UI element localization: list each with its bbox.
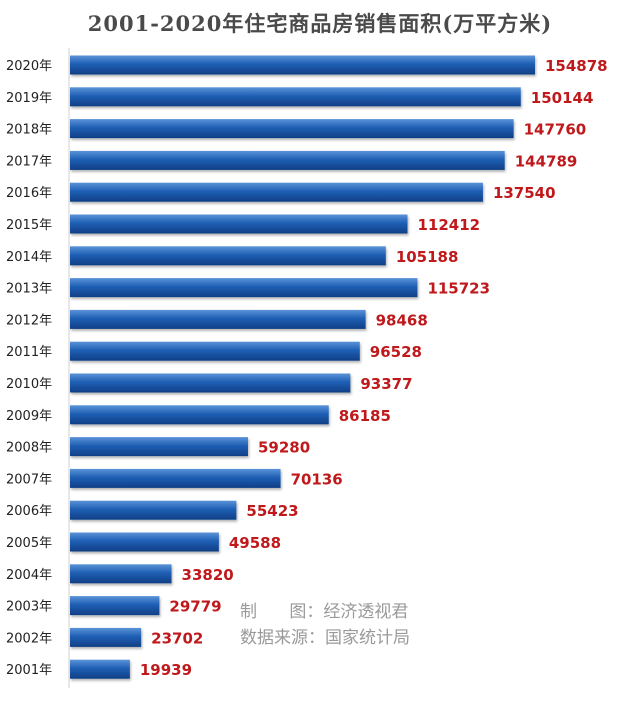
category-label: 2015年 bbox=[6, 218, 52, 233]
category-label: 2010年 bbox=[6, 377, 52, 392]
category-label: 2002年 bbox=[6, 631, 52, 646]
category-label: 2004年 bbox=[6, 568, 52, 583]
value-label: 49588 bbox=[229, 534, 281, 552]
category-label: 2016年 bbox=[6, 186, 52, 201]
source-note: 数据来源：国家统计局 bbox=[240, 628, 410, 648]
bar bbox=[70, 119, 514, 139]
chart-title: 2001-2020年住宅商品房销售面积(万平方米) bbox=[87, 11, 553, 36]
category-label: 2007年 bbox=[6, 472, 52, 487]
value-label: 112412 bbox=[418, 216, 481, 234]
value-label: 19939 bbox=[140, 661, 192, 679]
category-label: 2018年 bbox=[6, 123, 52, 138]
value-label: 150144 bbox=[531, 89, 594, 107]
value-label: 147760 bbox=[524, 121, 587, 139]
bar bbox=[70, 87, 521, 107]
bar bbox=[70, 55, 535, 75]
bar bbox=[70, 182, 483, 202]
value-label: 154878 bbox=[545, 57, 608, 75]
category-label: 2001年 bbox=[6, 663, 52, 678]
value-label: 137540 bbox=[493, 184, 556, 202]
category-label: 2017年 bbox=[6, 154, 52, 169]
bar bbox=[70, 627, 142, 647]
category-label: 2006年 bbox=[6, 504, 52, 519]
bar bbox=[70, 341, 360, 361]
category-label: 2005年 bbox=[6, 536, 52, 551]
bar bbox=[70, 500, 237, 520]
category-label: 2020年 bbox=[6, 59, 52, 74]
value-label: 59280 bbox=[258, 439, 310, 457]
value-label: 105188 bbox=[396, 248, 459, 266]
value-label: 70136 bbox=[291, 470, 343, 488]
value-label: 115723 bbox=[427, 280, 490, 298]
value-label: 86185 bbox=[339, 407, 391, 425]
value-label: 96528 bbox=[370, 343, 422, 361]
maker-note: 制 图：经济透视君 bbox=[240, 602, 409, 622]
value-label: 98468 bbox=[376, 311, 428, 329]
bar bbox=[70, 278, 418, 298]
bar bbox=[70, 373, 351, 393]
bar bbox=[70, 532, 219, 552]
bar bbox=[70, 437, 248, 457]
bar bbox=[70, 659, 130, 679]
category-label: 2019年 bbox=[6, 91, 52, 106]
category-label: 2011年 bbox=[6, 345, 52, 360]
bar bbox=[70, 214, 408, 234]
category-label: 2012年 bbox=[6, 313, 52, 328]
bar bbox=[70, 309, 366, 329]
value-label: 144789 bbox=[515, 152, 578, 170]
value-label: 29779 bbox=[169, 598, 221, 616]
category-label: 2009年 bbox=[6, 409, 52, 424]
bar bbox=[70, 468, 281, 488]
value-label: 33820 bbox=[182, 566, 234, 584]
bar bbox=[70, 405, 329, 425]
bar bbox=[70, 564, 172, 584]
category-label: 2008年 bbox=[6, 441, 52, 456]
value-label: 23702 bbox=[151, 629, 203, 647]
bar bbox=[70, 150, 505, 170]
bar bbox=[70, 596, 160, 616]
value-label: 93377 bbox=[360, 375, 412, 393]
value-label: 55423 bbox=[246, 502, 298, 520]
category-label: 2014年 bbox=[6, 250, 52, 265]
bar bbox=[70, 246, 386, 266]
category-label: 2003年 bbox=[6, 600, 52, 615]
category-label: 2013年 bbox=[6, 282, 52, 297]
